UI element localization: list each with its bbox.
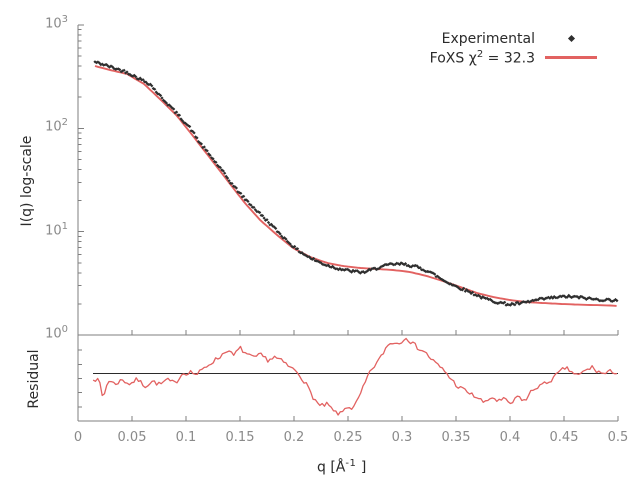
y-axis-label-residual: Residual bbox=[26, 347, 42, 411]
y-tick-label: 102 bbox=[45, 117, 68, 135]
x-axis-label-post: ] bbox=[356, 459, 367, 476]
legend-label-fit-pre: FoXS χ bbox=[429, 50, 477, 67]
x-tick-label: 0.35 bbox=[441, 430, 471, 445]
x-axis-label: q [Å-1 ] bbox=[317, 458, 366, 476]
x-tick-label: 0.4 bbox=[499, 430, 521, 445]
x-tick-label: 0.2 bbox=[283, 430, 305, 445]
y-tick-label: 103 bbox=[45, 14, 68, 32]
x-tick-label: 0.25 bbox=[333, 430, 363, 445]
legend-marker-cell bbox=[535, 34, 597, 43]
x-tick-label: 0.45 bbox=[549, 430, 579, 445]
x-tick-label: 0.15 bbox=[225, 430, 255, 445]
y-tick-label: 100 bbox=[45, 324, 68, 342]
x-axis-label-pre: q [Å bbox=[317, 459, 346, 476]
x-tick-label: 0.5 bbox=[607, 430, 629, 445]
experimental-diamond-icon bbox=[567, 34, 575, 43]
experimental-points bbox=[93, 60, 619, 307]
legend-label-fit-sup: 2 bbox=[476, 48, 484, 60]
fit-line-sample-icon bbox=[545, 56, 597, 59]
legend-entry-experimental: Experimental bbox=[430, 29, 597, 48]
y-tick-label: 101 bbox=[45, 220, 68, 238]
residual-curve bbox=[92, 337, 618, 416]
x-tick-label: 0.3 bbox=[391, 430, 413, 445]
legend-label-experimental: Experimental bbox=[441, 30, 535, 47]
legend-label-fit: FoXS χ2 = 32.3 bbox=[430, 49, 535, 67]
legend-entry-fit: FoXS χ2 = 32.3 bbox=[430, 48, 597, 67]
x-axis-label-sup: -1 bbox=[345, 458, 357, 469]
legend-label-fit-post: = 32.3 bbox=[483, 50, 535, 67]
y-axis-label-main-text: I(q) log-scale bbox=[19, 135, 35, 227]
legend-marker-cell bbox=[535, 56, 597, 59]
y-axis-label-main: I(q) log-scale bbox=[19, 131, 35, 231]
x-tick-label: 0 bbox=[73, 430, 83, 445]
y-axis-label-residual-text: Residual bbox=[26, 349, 42, 409]
x-tick-label: 0.05 bbox=[117, 430, 147, 445]
legend: Experimental FoXS χ2 = 32.3 bbox=[430, 29, 597, 67]
x-tick-label: 0.1 bbox=[175, 430, 197, 445]
